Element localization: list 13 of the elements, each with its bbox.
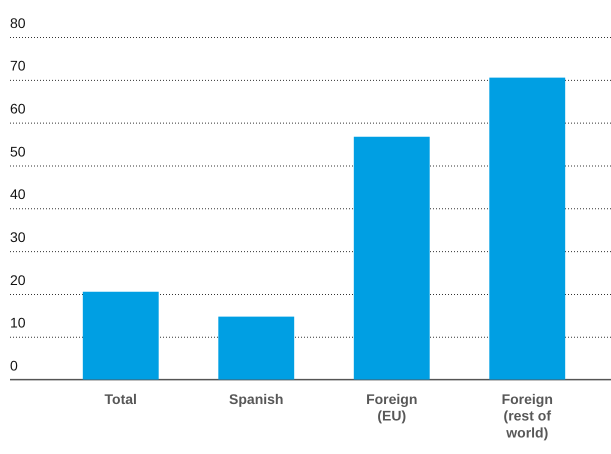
y-tick-label: 20 [10,272,26,288]
y-tick-label: 70 [10,58,26,74]
x-tick-label: Foreign (EU) [366,390,418,424]
y-tick-label: 80 [10,14,26,31]
y-tick-label: 0 [10,357,18,374]
x-tick-label: Total [104,390,137,407]
x-tick-label: Foreign (rest of world) [502,390,553,440]
y-tick-label: 60 [10,100,26,117]
y-tick-label: 40 [10,186,26,202]
x-tick-label: Spanish [229,390,284,407]
y-tick-label: 30 [10,228,26,245]
y-tick-label: 50 [10,143,26,160]
y-tick-label: 10 [10,314,26,331]
